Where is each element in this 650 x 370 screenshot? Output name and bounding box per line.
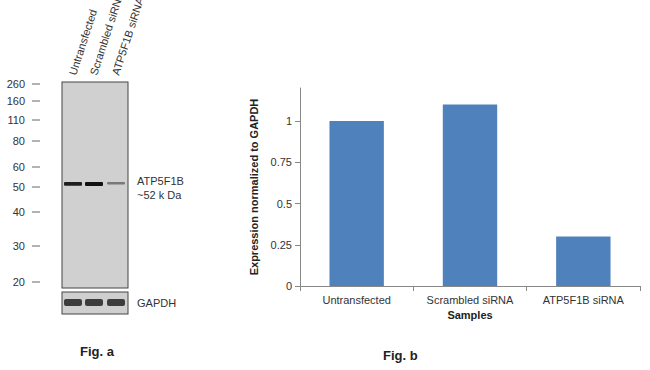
svg-text:Untransfected: Untransfected: [322, 294, 390, 306]
svg-text:80: 80: [13, 135, 25, 147]
svg-text:0: 0: [286, 280, 292, 292]
svg-text:ATP5F1B: ATP5F1B: [137, 175, 184, 187]
svg-text:40: 40: [13, 206, 25, 218]
svg-text:30: 30: [13, 240, 25, 252]
svg-text:260: 260: [7, 78, 25, 90]
svg-text:160: 160: [7, 95, 25, 107]
svg-text:20: 20: [13, 276, 25, 288]
svg-text:Expression normalized to GAPDH: Expression normalized to GAPDH: [248, 99, 260, 276]
svg-text:GAPDH: GAPDH: [137, 297, 176, 309]
svg-text:Untransfected: Untransfected: [66, 7, 100, 77]
svg-text:110: 110: [7, 114, 25, 126]
svg-text:Samples: Samples: [447, 309, 492, 321]
svg-text:0.5: 0.5: [277, 198, 292, 210]
svg-text:Scrambled siRNA: Scrambled siRNA: [427, 294, 514, 306]
svg-text:0.25: 0.25: [271, 239, 292, 251]
svg-text:0.75: 0.75: [271, 156, 292, 168]
svg-text:~52 k Da: ~52 k Da: [137, 189, 182, 201]
svg-text:Fig. b: Fig. b: [383, 348, 418, 363]
svg-text:1: 1: [286, 115, 292, 127]
svg-text:50: 50: [13, 181, 25, 193]
svg-text:ATP5F1B siRNA: ATP5F1B siRNA: [109, 0, 146, 77]
html-text:Fig. a: Fig. a: [80, 344, 114, 359]
svg-text:60: 60: [13, 161, 25, 173]
svg-text:ATP5F1B siRNA: ATP5F1B siRNA: [543, 294, 625, 306]
